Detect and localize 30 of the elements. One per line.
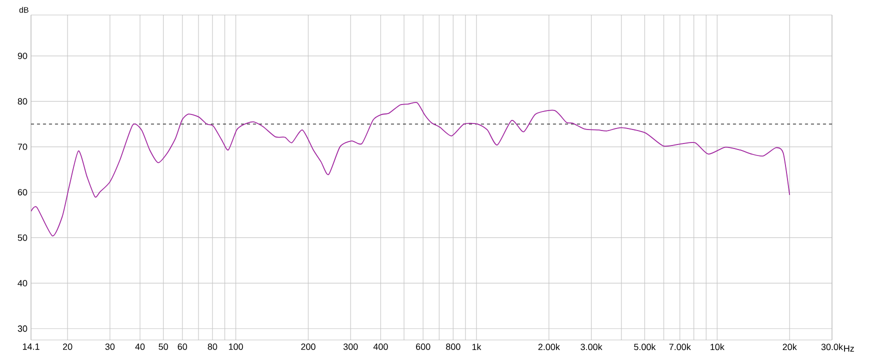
x-tick-label: 30: [105, 344, 115, 350]
x-tick-label: 80: [208, 344, 218, 350]
x-tick-label: 20: [63, 344, 72, 350]
x-tick-label: 30.0k: [821, 344, 844, 350]
x-tick-label: 600: [416, 344, 430, 350]
x-tick-label: 10k: [710, 344, 724, 350]
y-tick-label: 30: [18, 325, 28, 332]
y-tick-label: 90: [18, 52, 28, 60]
y-tick-label: 50: [18, 234, 28, 241]
x-axis-title: Hz: [844, 345, 854, 352]
x-tick-label: 1k: [472, 344, 482, 350]
x-tick-label: 200: [301, 344, 316, 350]
y-axis-title: dB: [19, 6, 28, 13]
x-tick-label: 50: [158, 344, 168, 350]
x-tick-label: 60: [178, 344, 188, 350]
x-tick-label: 20k: [782, 344, 797, 350]
x-tick-label: 2.00k: [538, 344, 560, 350]
x-tick-label: 40: [135, 344, 145, 350]
y-tick-label: 40: [18, 280, 28, 286]
y-tick-label: 70: [18, 144, 28, 150]
y-tick-label: 80: [18, 98, 28, 105]
x-tick-label: 300: [343, 344, 358, 350]
x-tick-label: 100: [228, 344, 243, 350]
x-tick-label: 7.00k: [669, 344, 691, 350]
x-tick-label: 3.00k: [580, 344, 602, 350]
x-tick-label: 5.00k: [634, 344, 656, 350]
y-tick-label: 60: [18, 189, 28, 196]
x-tick-label: 400: [373, 344, 388, 350]
x-tick-label: 800: [446, 344, 460, 350]
x-tick-label: 14.1: [22, 344, 40, 350]
